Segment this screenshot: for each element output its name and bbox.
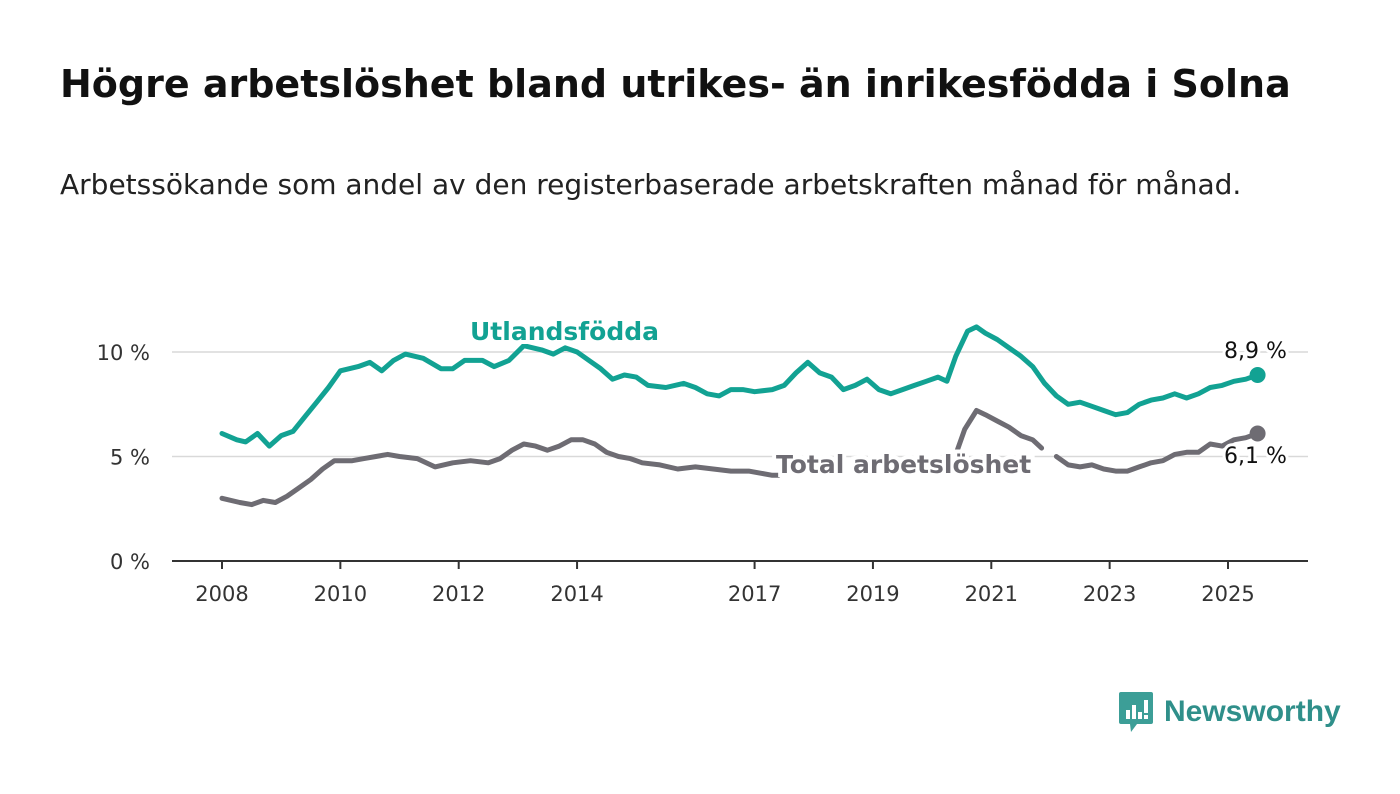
grid-lines bbox=[172, 351, 1308, 458]
x-tick-label: 2017 bbox=[728, 582, 781, 606]
brand-name: Newsworthy bbox=[1164, 695, 1341, 728]
series-label-total: Total arbetslöshet bbox=[776, 450, 1031, 479]
chart-subtitle: Arbetssökande som andel av den registerb… bbox=[60, 168, 1242, 201]
y-tick-label: 0 % bbox=[110, 550, 150, 574]
chart-title: Högre arbetslöshet bland utrikes- än inr… bbox=[60, 62, 1291, 106]
end-point-foreign bbox=[1249, 366, 1266, 383]
x-tick-label: 2021 bbox=[965, 582, 1018, 606]
x-tick-label: 2008 bbox=[195, 582, 248, 606]
brand-logo: Newsworthy bbox=[1118, 690, 1341, 734]
end-label-total: 6,1 % bbox=[1224, 444, 1287, 469]
series-line-foreign bbox=[219, 324, 1261, 449]
x-tick-label: 2025 bbox=[1201, 582, 1254, 606]
series-line-total-segment-3 bbox=[1053, 431, 1261, 474]
newsworthy-logo-icon bbox=[1119, 692, 1153, 732]
x-tick-label: 2023 bbox=[1083, 582, 1136, 606]
x-tick-label: 2019 bbox=[846, 582, 899, 606]
x-axis: 2008 2010 2012 2014 2017 2019 2021 2023 2025 bbox=[172, 560, 1308, 606]
series-label-foreign: Utlandsfödda bbox=[470, 317, 659, 346]
end-label-foreign: 8,9 % bbox=[1224, 339, 1287, 364]
y-axis: 0 % 5 % 10 % bbox=[97, 341, 150, 574]
x-tick-label: 2010 bbox=[314, 582, 367, 606]
y-tick-label: 5 % bbox=[110, 446, 150, 470]
series-line-total-segment-2 bbox=[953, 408, 1045, 457]
y-tick-label: 10 % bbox=[97, 341, 150, 365]
series-labels: Utlandsfödda Total arbetslöshet 8,9 % 6,… bbox=[466, 313, 1290, 483]
x-tick-label: 2012 bbox=[432, 582, 485, 606]
series-line-total-segment-1 bbox=[219, 437, 781, 508]
end-point-total bbox=[1249, 425, 1266, 442]
x-tick-label: 2014 bbox=[550, 582, 603, 606]
series-lines bbox=[219, 324, 1266, 508]
